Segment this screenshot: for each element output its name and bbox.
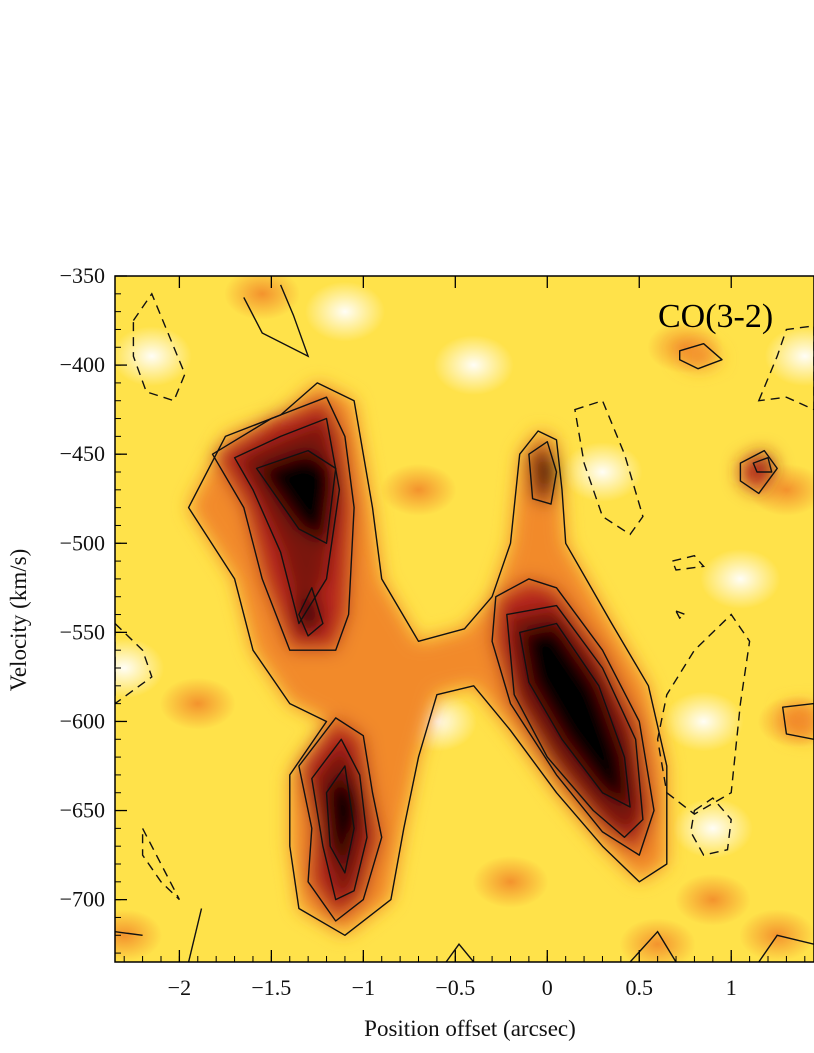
contour-dashed-8 xyxy=(674,609,687,620)
contour-solid-4 xyxy=(298,587,324,637)
y-tick-label-2: −450 xyxy=(60,441,105,466)
contour-solid-2 xyxy=(233,417,341,625)
y-tick-label-6: −650 xyxy=(60,798,105,823)
contour-solid-1 xyxy=(211,396,355,651)
contour-dashed-7 xyxy=(671,554,705,571)
texture-warm-1 xyxy=(159,677,236,730)
y-tick-label-0: −350 xyxy=(60,263,105,288)
emission-fill xyxy=(188,343,814,936)
texture-warm-2 xyxy=(380,463,457,516)
x-axis-title: Position offset (arcsec) xyxy=(364,1016,576,1041)
x-tick-label-0: −2 xyxy=(168,975,191,1000)
background-texture xyxy=(115,276,814,962)
texture-pale-6 xyxy=(433,335,514,396)
contour-solid-11 xyxy=(528,441,558,505)
y-tick-label-1: −400 xyxy=(60,352,105,377)
x-tick-labels: −2 −1.5 −1 −0.5 0 0.5 1 xyxy=(168,975,737,1000)
contour-dashed-5 xyxy=(115,622,153,705)
emission-core-0 xyxy=(290,461,327,518)
contour-solid-3 xyxy=(255,449,337,544)
y-tick-label-7: −700 xyxy=(60,887,105,912)
contour-solid-15 xyxy=(782,702,814,740)
texture-pale-0 xyxy=(115,326,192,387)
x-tick-label-2: −1 xyxy=(352,975,375,1000)
y-axis-title: Velocity (km/s) xyxy=(6,549,31,691)
contour-solid-5 xyxy=(298,717,383,922)
contour-open-5 xyxy=(445,943,475,962)
contour-open-1 xyxy=(115,931,143,936)
contour-open-2 xyxy=(187,908,203,962)
emission-layer-13 xyxy=(679,343,722,369)
contour-dashed-1 xyxy=(574,399,644,536)
contour-open-0 xyxy=(243,284,310,358)
contour-solid-12 xyxy=(739,449,778,495)
y-tick-labels: −350 −400 −450 −500 −550 −600 −650 −700 xyxy=(60,263,105,912)
contour-dashed-3 xyxy=(690,797,732,856)
axis-ticks xyxy=(115,275,806,962)
y-tick-label-3: −500 xyxy=(60,530,105,555)
contour-solid-14 xyxy=(679,343,723,370)
contour-solid-13 xyxy=(752,457,773,473)
contour-solid-9 xyxy=(506,604,644,838)
heatmap-image xyxy=(115,276,814,962)
x-tick-label-5: 0.5 xyxy=(626,975,654,1000)
contour-lines xyxy=(115,284,814,962)
contour-solid-7 xyxy=(325,765,355,874)
contour-solid-8 xyxy=(491,578,655,856)
x-tick-label-6: 1 xyxy=(726,975,737,1000)
contour-solid-6 xyxy=(311,738,368,901)
contour-dashed-4 xyxy=(757,325,814,411)
y-tick-label-4: −550 xyxy=(60,619,105,644)
texture-pale-4 xyxy=(764,326,814,387)
texture-pale-2 xyxy=(663,691,744,752)
emission-layer-12 xyxy=(753,457,772,472)
contour-open-4 xyxy=(758,934,814,962)
texture-warm-6 xyxy=(115,909,163,962)
emission-layer-14 xyxy=(782,703,814,740)
texture-warm-9 xyxy=(472,855,549,908)
emission-core-3 xyxy=(556,675,593,732)
texture-warm-10 xyxy=(674,873,751,926)
x-tick-label-4: 0 xyxy=(542,975,553,1000)
texture-pale-9 xyxy=(700,548,781,609)
texture-pale-1 xyxy=(562,442,643,502)
contour-solid-10 xyxy=(519,622,631,808)
texture-pale-5 xyxy=(115,638,165,698)
contour-dashed-6 xyxy=(141,828,181,901)
plot-frame xyxy=(114,275,814,963)
emission-core-4 xyxy=(537,456,558,488)
texture-pale-7 xyxy=(304,281,385,342)
contour-solid-0 xyxy=(187,382,668,936)
y-tick-label-5: −600 xyxy=(60,708,105,733)
x-tick-label-3: −0.5 xyxy=(435,975,475,1000)
panel-annotation: CO(3-2) xyxy=(658,298,773,335)
x-tick-label-1: −1.5 xyxy=(251,975,291,1000)
contour-dashed-2 xyxy=(656,613,751,815)
emission-core-1 xyxy=(295,594,321,635)
emission-core-2 xyxy=(327,783,363,838)
